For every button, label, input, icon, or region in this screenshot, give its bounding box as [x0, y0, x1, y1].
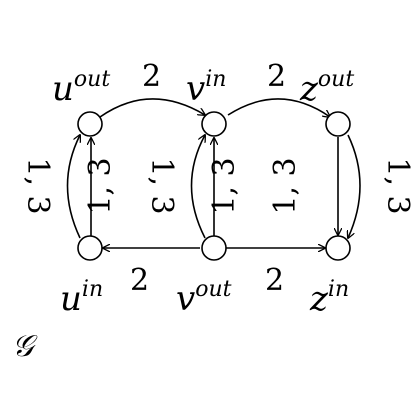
- edge-v-in-to-z-out: [227, 98, 330, 117]
- edge-label-v-left-arc: 1, 3: [144, 157, 179, 214]
- edge-label-v-out-z-in: 2: [265, 263, 284, 298]
- edge-z-out-to-z-in-arc: [348, 134, 361, 238]
- label-z-out: zout: [299, 67, 354, 109]
- node-u-in: [77, 235, 103, 261]
- node-v-out: [201, 235, 227, 261]
- edge-label-u-out-v-in: 2: [142, 59, 161, 94]
- edge-u-out-to-v-in: [99, 98, 205, 118]
- label-v-in: vin: [186, 67, 226, 109]
- node-v-in: [201, 111, 227, 137]
- edge-label-u-left-arc: 1, 3: [20, 157, 55, 214]
- edge-label-z-right-arc: 1, 3: [380, 157, 415, 214]
- edge-label-z-straight: 1, 3: [268, 157, 303, 214]
- node-u-out: [77, 111, 103, 137]
- edge-label-v-in-z-out: 2: [267, 59, 286, 94]
- label-u-in: uin: [60, 277, 103, 319]
- node-z-out: [325, 111, 351, 137]
- graph-name: 𝒢: [12, 329, 38, 364]
- edge-v-out-to-v-in-arc: [190, 135, 206, 239]
- label-v-out: vout: [176, 277, 232, 319]
- label-u-out: uout: [52, 67, 110, 109]
- node-z-in: [325, 235, 351, 261]
- label-z-in: zin: [309, 277, 349, 319]
- edge-label-u-straight: 1, 3: [83, 157, 118, 214]
- edge-label-v-out-u-in: 2: [130, 263, 149, 298]
- edge-label-v-straight: 1, 3: [207, 157, 242, 214]
- edge-u-in-to-u-out-arc: [66, 135, 81, 239]
